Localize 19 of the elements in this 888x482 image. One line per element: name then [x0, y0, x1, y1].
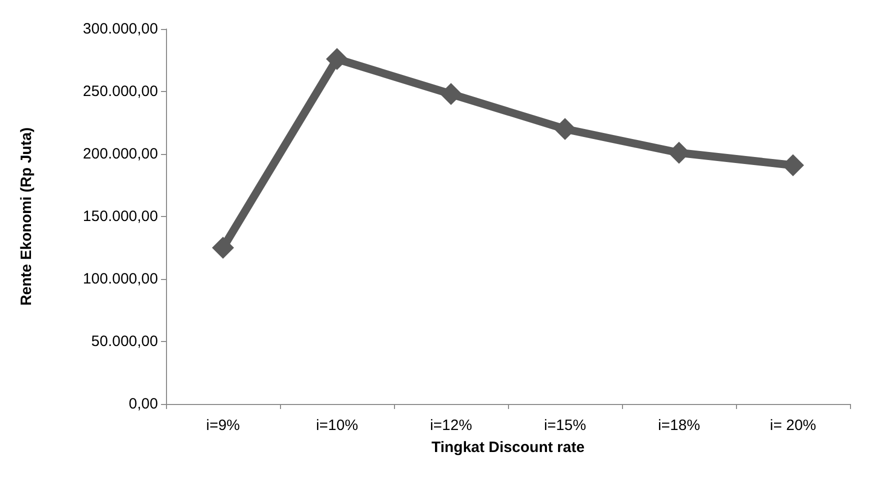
- x-axis-title: Tingkat Discount rate: [431, 439, 585, 456]
- x-tick-label: i=15%: [544, 417, 586, 434]
- x-tick-label: i=10%: [316, 417, 358, 434]
- y-tick-label: 200.000,00: [82, 146, 158, 162]
- point: [326, 48, 348, 70]
- y-tick-label: 150.000,00: [82, 208, 158, 225]
- y-tick-label: 100.000,00: [82, 270, 158, 288]
- y-tick-label: 250.000,00: [82, 83, 158, 100]
- x-tick-label: i=18%: [658, 417, 700, 434]
- point: [440, 83, 462, 105]
- y-tick-label: 50.000,00: [91, 333, 158, 350]
- y-tick-label: 0,00: [128, 396, 158, 412]
- x-tick-label: i=12%: [430, 417, 472, 434]
- y-tick-label: 300.000,00: [82, 20, 158, 38]
- point: [554, 118, 576, 140]
- x-tick-label: i= 20%: [770, 417, 816, 434]
- x-tick-label: i=9%: [206, 417, 240, 434]
- point: [212, 236, 234, 259]
- y-axis-title: Rente Ekonomi (Rp Juta): [18, 127, 35, 306]
